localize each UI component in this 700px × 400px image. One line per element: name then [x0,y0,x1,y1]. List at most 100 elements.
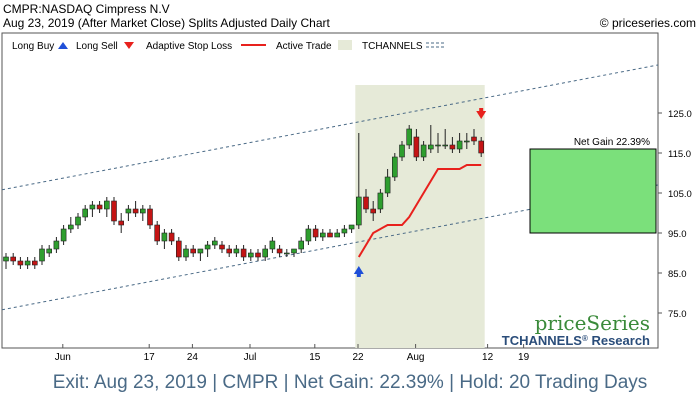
candle [82,208,88,218]
candle [46,248,53,254]
trade-summary-footer: Exit: Aug 23, 2019 | CMPR | Net Gain: 22… [52,372,648,393]
y-tick-label: 75.0 [668,309,687,320]
candle [435,144,441,147]
brand-name: priceSeries [535,311,650,335]
candle [233,248,240,254]
candle [319,232,326,238]
legend-tchannels: TCHANNELS [362,41,423,52]
candle [291,248,297,254]
candle [406,128,413,146]
legend-adaptive-stop: Adaptive Stop Loss [146,41,232,52]
candle [197,248,204,254]
y-tick-label: 105.0 [668,189,692,200]
candle [471,136,477,142]
price-chart: 75.0 85.0 95.0 105.0 115.0 125.0 Jun 17 24 Jul 15 2… [1,32,692,363]
legend-buy-arrow-icon [58,42,68,49]
candle [377,192,384,210]
candle [226,248,232,254]
active-trade-region [355,85,485,348]
candle [269,240,276,250]
candle [341,228,348,234]
candle [262,248,269,258]
candle [240,248,247,258]
brand-product: TCHANNELS® Research [502,333,650,348]
candle [3,256,9,262]
candle [413,136,420,158]
candle [399,144,405,158]
candle [212,240,218,246]
candle [118,220,124,226]
legend-active-trade: Active Trade [276,41,332,52]
candle [104,200,110,210]
x-tick-label: 15 [309,352,321,363]
candle [420,144,427,158]
candle [348,224,355,230]
legend-long-buy: Long Buy [12,41,54,52]
candle [89,204,96,210]
candle [456,140,463,150]
candle [463,140,470,143]
candle [363,196,369,210]
candle [31,260,38,266]
legend-sell-arrow-icon [124,42,134,49]
candle [96,204,103,210]
y-tick-label: 115.0 [668,149,691,160]
candle [298,240,305,250]
x-tick-label: 17 [144,352,156,363]
candle [370,208,377,214]
candle [125,208,132,214]
candle [39,248,45,262]
y-tick-label: 85.0 [668,269,687,280]
candle [391,156,398,178]
x-tick-label: Jul [244,352,257,363]
candle [60,228,67,242]
candle [384,176,391,194]
candle [183,248,189,258]
candle [132,208,139,214]
net-gain-box [529,148,657,234]
x-tick-label: 22 [352,352,364,363]
candle [312,228,319,238]
x-tick-label: Aug [407,352,425,363]
candle [176,240,182,258]
legend-active-swatch-icon [338,40,352,50]
candle [355,196,362,226]
candle [68,224,74,230]
net-gain-label: Net Gain 22.39% [574,137,650,148]
candle [255,252,261,258]
candle [248,252,254,258]
x-tick-label: Jun [55,352,71,363]
candle [53,240,60,250]
candle [276,248,283,254]
candle [327,232,333,238]
candle [75,216,81,226]
candle [442,144,449,147]
legend: Long Buy Long Sell Adaptive Stop Loss Activ… [12,40,446,52]
candle [334,232,341,238]
candle [427,144,434,150]
y-tick-label: 125.0 [668,109,692,120]
candle [305,228,312,242]
x-tick-label: 12 [482,352,494,363]
candle [147,208,153,226]
candle [478,140,485,154]
candle [10,256,16,262]
candle [24,260,31,266]
chart-subtitle: Aug 23, 2019 (After Market Close) Splits… [3,16,330,30]
candle [190,248,196,254]
candle [154,224,160,242]
legend-long-sell: Long Sell [76,41,118,52]
copyright: © priceseries.com [599,16,696,30]
candle [219,244,225,250]
x-tick-label: 19 [518,352,530,363]
chart-symbol-title: CMPR:NASDAQ Cimpress N.V [3,2,170,16]
candle [283,252,290,255]
candle [168,232,175,242]
long-buy-arrow-icon [353,266,364,277]
candle [111,200,117,222]
candle [204,244,211,250]
candle [449,144,456,150]
candle [17,260,24,266]
y-tick-label: 95.0 [668,229,687,240]
candle [161,232,168,242]
